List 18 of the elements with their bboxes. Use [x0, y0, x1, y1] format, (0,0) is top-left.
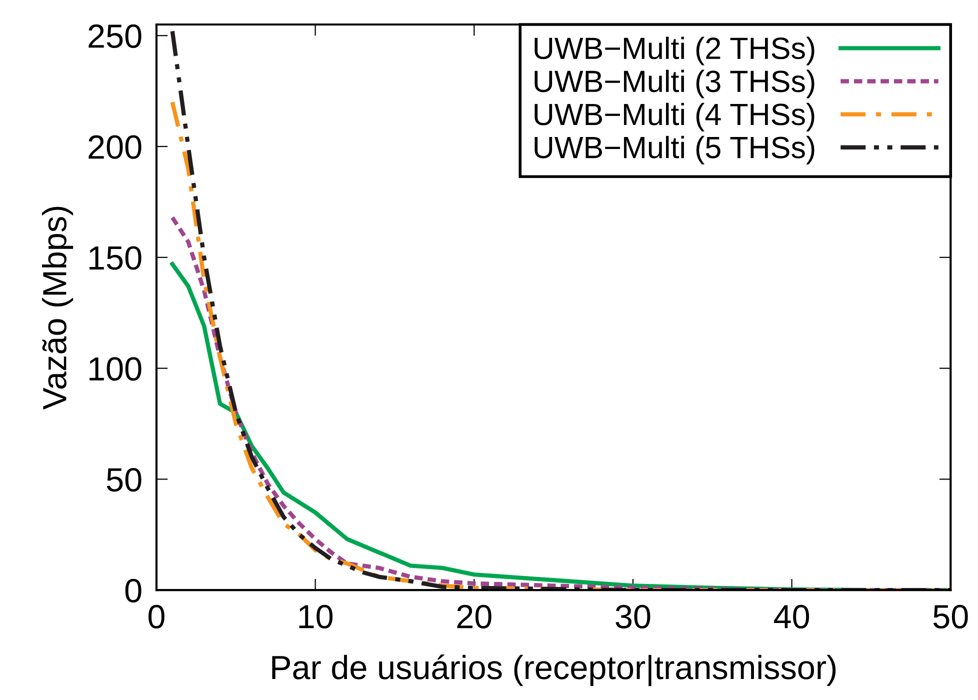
x-tick-label: 0: [148, 604, 164, 628]
y-tick-label: 200: [88, 135, 142, 159]
y-tick-label: 250: [88, 24, 142, 48]
legend-label: UWB−Multi (5 THSs): [534, 136, 814, 164]
x-tick-label: 40: [774, 604, 810, 628]
y-tick-label: 0: [125, 578, 142, 603]
x-tick-label: 10: [299, 604, 333, 628]
legend-label: UWB−Multi (3 THSs): [534, 70, 814, 98]
legend-label: UWB−Multi (2 THSs): [534, 36, 814, 66]
x-tick-label: 20: [457, 604, 492, 628]
x-tick-label: 30: [616, 604, 650, 628]
y-tick-label: 50: [106, 468, 142, 492]
y-tick-label: 100: [90, 357, 142, 381]
x-axis-title: Par de usuários (receptor|transmissor): [272, 654, 836, 686]
y-axis-title: Vazão (Mbps): [42, 206, 74, 410]
y-tick-label: 150: [90, 246, 142, 270]
legend-label: UWB−Multi (4 THSs): [534, 102, 814, 132]
x-tick-label: 50: [933, 604, 968, 628]
